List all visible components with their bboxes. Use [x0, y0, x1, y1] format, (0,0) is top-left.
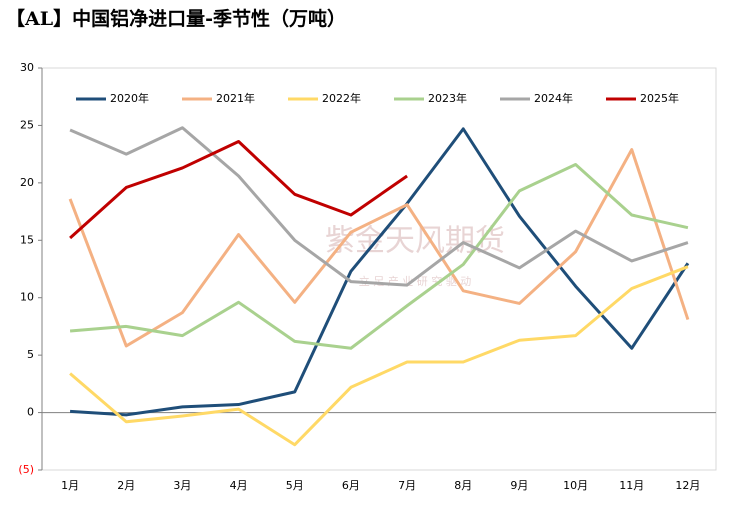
x-tick-label: 12月 [675, 479, 700, 492]
x-tick-label: 8月 [454, 479, 472, 492]
legend-label: 2023年 [428, 91, 467, 105]
x-tick-label: 6月 [342, 479, 360, 492]
y-tick-label: 25 [20, 118, 34, 131]
series-line [69, 127, 690, 417]
legend-label: 2024年 [534, 91, 573, 105]
plot-frame [41, 67, 717, 471]
y-tick-label: 30 [20, 61, 34, 74]
y-tick-label: (5) [18, 463, 34, 476]
legend-label: 2020年 [110, 91, 149, 105]
legend-label: 2022年 [322, 91, 361, 105]
series-line [69, 162, 689, 350]
x-tick-label: 5月 [286, 479, 304, 492]
chart-title: 【AL】中国铝净进口量-季节性（万吨） [6, 7, 346, 30]
x-tick-label: 1月 [61, 479, 79, 492]
watermark: 紫金天风期货 [325, 224, 505, 259]
series-line [69, 140, 408, 240]
y-tick-label: 0 [27, 406, 34, 419]
x-tick-label: 4月 [230, 479, 248, 492]
legend-label: 2021年 [216, 91, 255, 105]
x-tick-label: 2月 [117, 479, 135, 492]
y-tick-label: 10 [20, 291, 34, 304]
x-tick-label: 9月 [510, 479, 528, 492]
series-line [69, 126, 689, 287]
x-tick-label: 11月 [619, 479, 644, 492]
legend-label: 2025年 [640, 91, 679, 105]
x-tick-label: 3月 [173, 479, 191, 492]
y-tick-label: 5 [27, 348, 34, 361]
y-tick-label: 20 [20, 176, 34, 189]
series-line [69, 265, 689, 447]
y-tick-label: 15 [20, 233, 34, 246]
x-tick-label: 10月 [563, 479, 588, 492]
x-tick-label: 7月 [398, 479, 416, 492]
